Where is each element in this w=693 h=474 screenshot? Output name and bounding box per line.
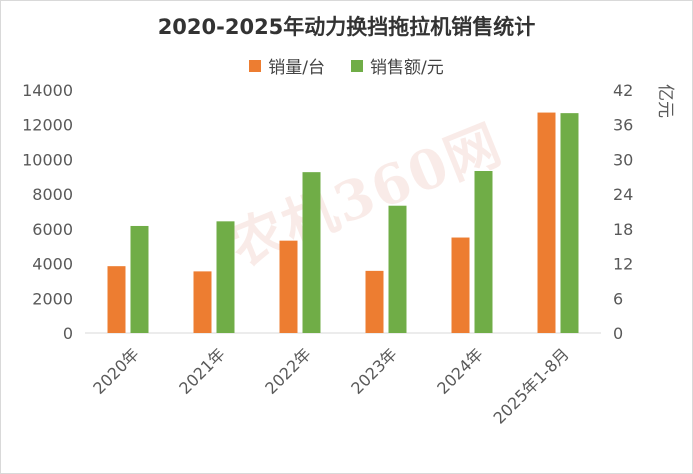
y-left-tick-label: 8000 <box>32 185 73 204</box>
x-category-label: 2022年 <box>261 344 315 398</box>
x-category-label: 2024年 <box>433 344 487 398</box>
bar-sales-amount <box>474 171 493 333</box>
legend-label-sales-amount: 销售额/元 <box>370 58 444 78</box>
bar-sales-amount <box>216 221 235 333</box>
legend: 销量/台 销售额/元 <box>1 53 692 78</box>
y-left-tick-label: 0 <box>63 324 73 343</box>
legend-item-sales-amount: 销售额/元 <box>351 53 444 78</box>
bar-sales-volume <box>193 271 212 333</box>
bar-sales-volume <box>451 237 470 333</box>
bar-sales-amount <box>388 205 407 333</box>
y-left-tick-label: 4000 <box>32 255 73 274</box>
y-right-tick-label: 24 <box>613 185 633 204</box>
legend-item-sales-volume: 销量/台 <box>249 53 325 78</box>
y-right-tick-label: 12 <box>613 255 633 274</box>
legend-swatch-sales-amount <box>351 59 363 72</box>
x-category-label: 2020年 <box>89 344 143 398</box>
y-right-tick-label: 36 <box>613 116 633 135</box>
y-right-tick-label: 6 <box>613 289 623 308</box>
y-right-tick-label: 0 <box>613 324 623 343</box>
bar-sales-volume <box>365 270 384 333</box>
y-right-tick-label: 42 <box>613 81 633 100</box>
y-left-tick-label: 14000 <box>22 81 73 100</box>
y-left-tick-label: 10000 <box>22 150 73 169</box>
x-category-label: 2023年 <box>347 344 401 398</box>
x-category-label: 2021年 <box>175 344 229 398</box>
y-right-axis-label: 亿元 <box>655 84 675 118</box>
bar-sales-amount <box>560 113 579 334</box>
legend-label-sales-volume: 销量/台 <box>268 58 325 78</box>
y-left-tick-label: 12000 <box>22 116 73 135</box>
y-right-tick-label: 18 <box>613 220 633 239</box>
bar-sales-amount <box>130 225 149 333</box>
y-right-tick-label: 30 <box>613 150 633 169</box>
y-left-tick-label: 2000 <box>32 289 73 308</box>
chart-title: 2020-2025年动力换挡拖拉机销售统计 <box>157 15 536 39</box>
bar-sales-volume <box>107 266 126 333</box>
legend-swatch-sales-volume <box>249 59 262 72</box>
bar-sales-amount <box>302 172 321 333</box>
bar-sales-volume <box>279 240 298 333</box>
y-left-tick-label: 6000 <box>32 220 73 239</box>
bar-sales-volume <box>537 112 556 333</box>
x-category-label: 2025年1-8月 <box>489 344 572 427</box>
